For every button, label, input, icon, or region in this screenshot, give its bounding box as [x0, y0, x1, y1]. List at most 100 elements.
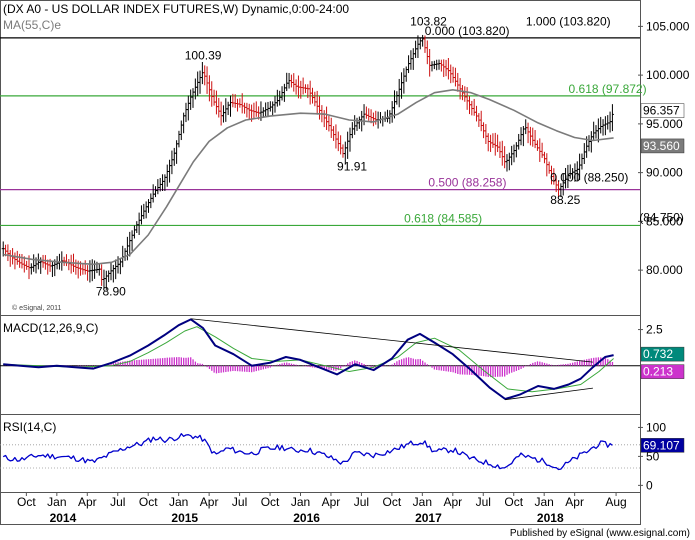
last-price-label: 96.357: [643, 104, 680, 118]
macd-histogram-bar: [405, 357, 407, 366]
macd-histogram-bar: [220, 365, 222, 373]
macd-histogram-bar: [607, 359, 609, 366]
macd-histogram-bar: [541, 362, 543, 366]
price-ytick-label: 100.000: [646, 68, 690, 82]
macd-histogram-bar: [258, 365, 260, 371]
macd-histogram-bar: [126, 360, 129, 366]
macd-histogram-bar: [412, 358, 414, 366]
macd-histogram-bar: [539, 361, 541, 366]
macd-histogram-bar: [555, 365, 557, 366]
macd-histogram-bar: [337, 365, 339, 371]
macd-histogram-bar: [154, 358, 157, 366]
macd-histogram-bar: [267, 365, 269, 369]
macd-histogram-bar: [450, 365, 452, 372]
time-axis-frame: [0, 492, 641, 525]
macd-histogram-bar: [562, 364, 564, 366]
macd-line: [3, 318, 614, 400]
macd-histogram-bar: [347, 363, 349, 366]
macd-histogram-bar: [534, 362, 536, 366]
macd-histogram-bar: [161, 358, 164, 366]
macd-histogram-bar: [567, 363, 569, 366]
fibonacci-level-label: 0.618 (97.872): [569, 82, 647, 96]
macd-histogram-bar: [143, 359, 145, 366]
fibonacci-level-label: 0.618 (84.585): [404, 211, 482, 225]
macd-histogram-bar: [208, 365, 211, 369]
macd-histogram-bar: [166, 357, 168, 366]
macd-histogram-bar: [215, 365, 218, 374]
macd-histogram-bar: [447, 365, 450, 372]
price-annotation: 1.000 (103.820): [526, 14, 611, 28]
macd-histogram-bar: [501, 365, 503, 377]
macd-histogram-bar: [480, 365, 482, 376]
macd-histogram-bar: [485, 365, 487, 377]
macd-histogram-bar: [511, 365, 513, 373]
macd-panel: MACD(12,26,9,C) 2.5 0.732 0.213: [0, 318, 685, 401]
macd-histogram-bar: [307, 365, 309, 367]
macd-histogram-bar: [236, 365, 239, 372]
macd-histogram-bar: [588, 358, 590, 366]
rsi-legend: RSI(14,C): [3, 420, 56, 434]
macd-histogram-bar: [595, 357, 597, 366]
macd-histogram-bar: [136, 360, 138, 366]
esignal-watermark: © eSignal, 2011: [12, 304, 62, 312]
macd-histogram-bar: [522, 365, 525, 368]
macd-histogram-bar: [281, 363, 283, 366]
time-axis-month-label: Apr: [565, 495, 584, 509]
macd-histogram-bar: [344, 365, 347, 366]
macd-histogram-bar: [157, 358, 159, 366]
time-axis-month-label: Jul: [232, 495, 247, 509]
macd-histogram-bar: [424, 362, 426, 366]
macd-histogram-bar: [464, 365, 466, 375]
macd-histogram-bar: [576, 361, 578, 366]
time-axis-year-label: 2018: [537, 511, 564, 525]
price-ytick-label: 85.000: [646, 214, 683, 228]
time-axis-year-label: 2015: [171, 511, 198, 525]
macd-histogram-bar: [211, 365, 213, 371]
macd-histogram-bar: [112, 362, 115, 366]
macd-histogram-bar: [550, 364, 553, 366]
macd-histogram-bar: [265, 365, 267, 369]
rsi-ytick-label: 100: [646, 420, 666, 434]
macd-histogram-bar: [325, 365, 328, 370]
price-annotation: 88.25: [550, 193, 580, 207]
macd-histogram-value-label-box: [640, 364, 685, 379]
macd-histogram-bar: [192, 359, 194, 366]
macd-histogram-bar: [361, 363, 363, 366]
macd-histogram-bar: [269, 365, 272, 368]
macd-histogram-bar: [190, 357, 192, 366]
macd-histogram-bar: [571, 362, 574, 366]
rsi-value-label-box: [640, 438, 685, 453]
last-price-label-box: [640, 103, 685, 118]
macd-histogram-bar: [564, 364, 567, 366]
macd-value-label-box: [640, 346, 685, 362]
macd-histogram-bar: [497, 365, 499, 377]
macd-histogram-bar: [609, 360, 611, 366]
macd-histogram-bar: [414, 359, 417, 366]
macd-histogram-bar: [461, 365, 464, 375]
macd-histogram-bar: [253, 365, 255, 372]
macd-histogram-bar: [246, 365, 248, 372]
time-axis-month-label: Oct: [139, 495, 158, 509]
macd-histogram-bar: [611, 361, 614, 366]
macd-histogram-bar: [515, 365, 518, 371]
fibonacci-level-label: 0.500 (88.258): [428, 176, 506, 190]
price-panel: 105.000 100.000 95.000 90.000 85.000 80.000 0.…: [0, 14, 690, 298]
macd-histogram-bar: [122, 361, 124, 366]
time-axis-year-label: 2016: [293, 511, 320, 525]
macd-histogram-bar: [272, 365, 274, 367]
macd-histogram-bar: [473, 365, 475, 376]
macd-histogram-bar: [201, 363, 204, 366]
macd-histogram-bar: [309, 365, 311, 368]
macd-histogram-bar: [543, 362, 546, 366]
macd-histogram-bar: [492, 365, 494, 377]
macd-histogram-bar: [459, 365, 461, 375]
macd-histogram-bar: [159, 358, 161, 366]
ma-legend: MA(55,C)e: [3, 18, 61, 32]
macd-histogram-bar: [183, 357, 185, 366]
macd-histogram-bar: [218, 365, 220, 374]
macd-histogram-bar: [525, 365, 527, 367]
macd-histogram-bar: [363, 364, 365, 366]
macd-histogram-bar: [187, 357, 190, 366]
macd-histogram-bar: [370, 365, 372, 368]
macd-histogram-bar: [436, 365, 438, 370]
